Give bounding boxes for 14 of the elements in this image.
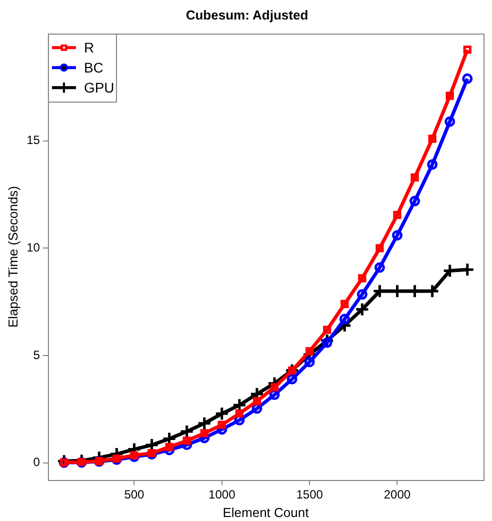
legend-label: GPU: [84, 79, 114, 96]
legend-label: BC: [84, 59, 104, 76]
x-tick-label: 1000: [208, 488, 236, 502]
y-axis-title: Elapsed Time (Seconds): [5, 186, 20, 328]
chart-title: Cubesum: Adjusted: [186, 7, 308, 22]
y-tick-label: 15: [26, 133, 40, 148]
y-tick-label: 10: [26, 240, 40, 255]
y-tick-label: 0: [33, 455, 40, 470]
x-axis-title: Element Count: [222, 504, 310, 520]
x-tick-label: 2000: [384, 488, 411, 502]
y-tick-label: 5: [33, 348, 40, 362]
x-tick-label: 1500: [296, 488, 324, 502]
x-tick-label: 500: [124, 488, 145, 502]
legend-label: R: [84, 39, 94, 56]
